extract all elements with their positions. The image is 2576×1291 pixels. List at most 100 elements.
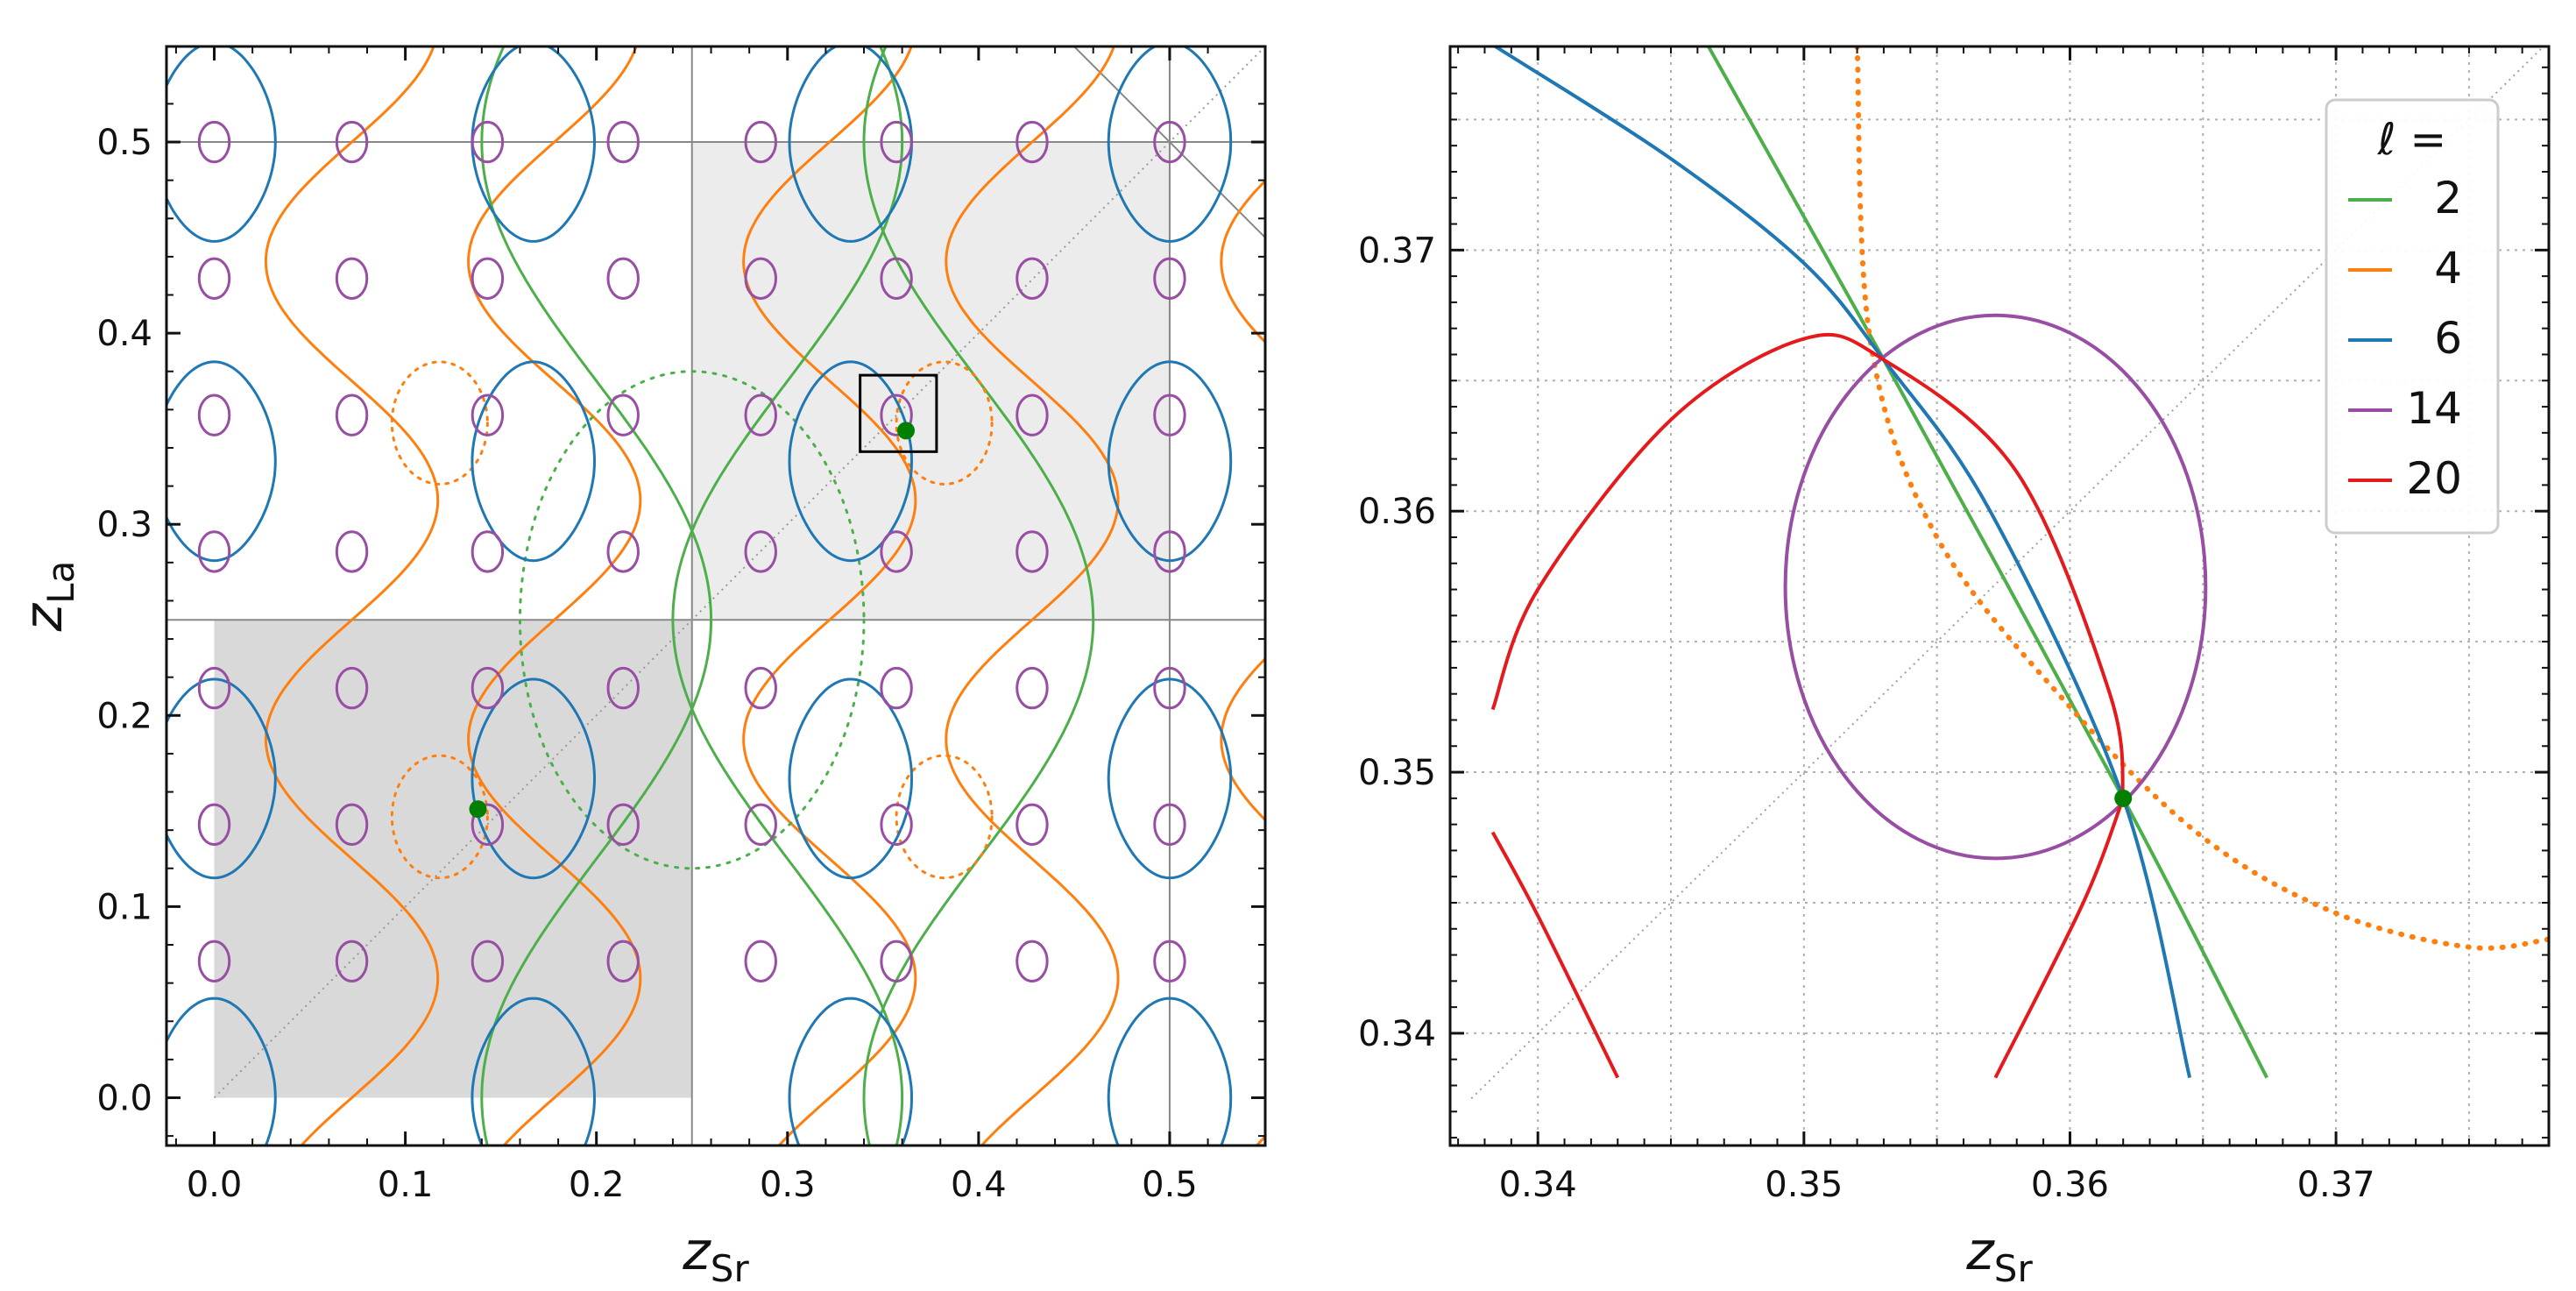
curve-l14 xyxy=(197,257,231,300)
curve-l20 xyxy=(1993,798,2126,1079)
left-panel: 0.0 0.1 0.2 0.3 0.4 0.50.00.10.20.30.40.5 zSr… xyxy=(13,45,1267,1290)
curve-l6 xyxy=(471,46,597,243)
curve-l14 xyxy=(1016,940,1049,982)
curve-l4-dotted xyxy=(895,360,994,486)
curve-l14 xyxy=(744,257,777,300)
x-tick-label: 0.5 xyxy=(1142,1165,1198,1205)
right-xlabel: zSr xyxy=(1965,1221,2033,1290)
y-tick-label: 0.2 xyxy=(96,696,152,736)
right-xlabel-sub: Sr xyxy=(1994,1247,2034,1290)
left-plot-frame xyxy=(165,45,1267,1147)
curve-l14 xyxy=(471,803,505,847)
curve-l14 xyxy=(744,803,777,847)
curve-l6 xyxy=(166,360,277,563)
curve-l14 xyxy=(471,530,505,573)
curve-l14 xyxy=(744,666,777,710)
y-tick-label: 0.5 xyxy=(96,123,152,163)
curve-l4-dotted xyxy=(390,754,489,880)
legend-label: 20 xyxy=(2406,453,2462,504)
curve-l14 xyxy=(1016,803,1049,847)
curve-l6 xyxy=(1107,360,1233,563)
curve-l14 xyxy=(880,530,913,573)
curve-l14 xyxy=(335,940,369,982)
curve-l14 xyxy=(197,394,231,436)
curve-l14 xyxy=(744,120,777,164)
y-tick-label: 0.36 xyxy=(1358,492,1436,532)
curve-l4 xyxy=(264,46,440,1146)
point-marker xyxy=(469,800,487,819)
left-zoom-box xyxy=(859,373,938,453)
curve-l14 xyxy=(197,530,231,573)
curve-l14 xyxy=(880,257,913,300)
diagonal-line xyxy=(213,46,1265,1099)
curve-l4 xyxy=(1854,46,2549,951)
y-tick-label: 0.3 xyxy=(96,505,152,545)
curve-l2 xyxy=(1706,46,2268,1079)
curve-l20 xyxy=(1490,332,2126,799)
curve-l6 xyxy=(788,997,914,1146)
legend-title: ℓ = xyxy=(2377,114,2446,165)
y-tick-label: 0.0 xyxy=(96,1078,152,1118)
curve-l14 xyxy=(1783,313,2208,861)
left-xlabel-sub: Sr xyxy=(711,1247,750,1290)
right-curves xyxy=(1490,46,2549,1079)
left-reference-lines xyxy=(166,46,1265,1146)
left-xlabel: zSr xyxy=(682,1221,749,1290)
x-tick-label: 0.1 xyxy=(378,1165,434,1205)
curve-l6 xyxy=(1107,997,1233,1146)
legend-label: 4 xyxy=(2434,243,2462,294)
curve-l14 xyxy=(1153,257,1186,300)
x-tick-label: 0.36 xyxy=(2031,1165,2109,1205)
y-tick-label: 0.34 xyxy=(1358,1014,1436,1054)
curve-l14 xyxy=(880,120,913,164)
y-tick-label: 0.4 xyxy=(96,314,152,354)
x-tick-label: 0.2 xyxy=(569,1165,625,1205)
curve-l14 xyxy=(1153,120,1186,164)
curve-l14 xyxy=(471,120,505,164)
point-marker xyxy=(896,422,915,440)
curve-l14 xyxy=(471,940,505,982)
left-ylabel-main: z xyxy=(13,602,74,632)
y-tick-label: 0.1 xyxy=(96,887,152,927)
x-tick-label: 0.3 xyxy=(760,1165,816,1205)
curve-l14 xyxy=(1153,530,1186,573)
curve-l4 xyxy=(742,46,917,1146)
curve-l6 xyxy=(1107,46,1233,243)
curve-l14 xyxy=(880,940,913,982)
curve-l14 xyxy=(197,940,231,982)
curve-l6 xyxy=(471,360,597,563)
y-tick-label: 0.37 xyxy=(1358,231,1436,271)
right-plot-frame xyxy=(1448,45,2551,1147)
curve-l6 xyxy=(1107,677,1233,880)
zoom-box xyxy=(859,373,938,453)
curve-l14 xyxy=(606,394,640,436)
left-ticks: 0.0 0.1 0.2 0.3 0.4 0.5 0.0 0.1 0.2 0.3 0.4 0.5 xyxy=(96,46,1265,1205)
legend-label: 2 xyxy=(2434,173,2462,223)
left-ylabel-sub: La xyxy=(39,561,82,604)
curve-l14 xyxy=(1016,120,1049,164)
curve-l14 xyxy=(606,803,640,847)
curve-l14 xyxy=(471,394,505,436)
left-ylabel: zLa xyxy=(13,561,82,633)
curve-l14 xyxy=(880,394,913,436)
curve-l14 xyxy=(1016,257,1049,300)
curve-l14 xyxy=(335,257,369,300)
curve-l14 xyxy=(606,530,640,573)
curve-l14 xyxy=(197,120,231,164)
curve-l6 xyxy=(166,677,277,880)
legend-label: 6 xyxy=(2434,313,2462,364)
curve-l14 xyxy=(606,666,640,710)
curve-l4 xyxy=(1220,179,1265,1146)
curve-l6 xyxy=(471,677,597,880)
legend-label: 14 xyxy=(2406,383,2462,434)
right-ticks: 0.34 0.35 0.36 0.37 0.34 0.35 0.36 0.37 xyxy=(1358,46,2549,1205)
curve-l6 xyxy=(166,997,277,1146)
point-marker xyxy=(2114,789,2133,807)
right-panel: 0.34 0.35 0.36 0.37 0.34 0.35 0.36 0.37 zSr ℓ =… xyxy=(1358,45,2551,1290)
legend: ℓ = 2 4 6 14 20 xyxy=(2325,98,2500,535)
left-curves xyxy=(166,46,1265,1146)
curve-l14 xyxy=(744,530,777,573)
curve-l6 xyxy=(1494,46,2192,1079)
right-points xyxy=(2114,789,2133,807)
curve-l14 xyxy=(1016,666,1049,710)
